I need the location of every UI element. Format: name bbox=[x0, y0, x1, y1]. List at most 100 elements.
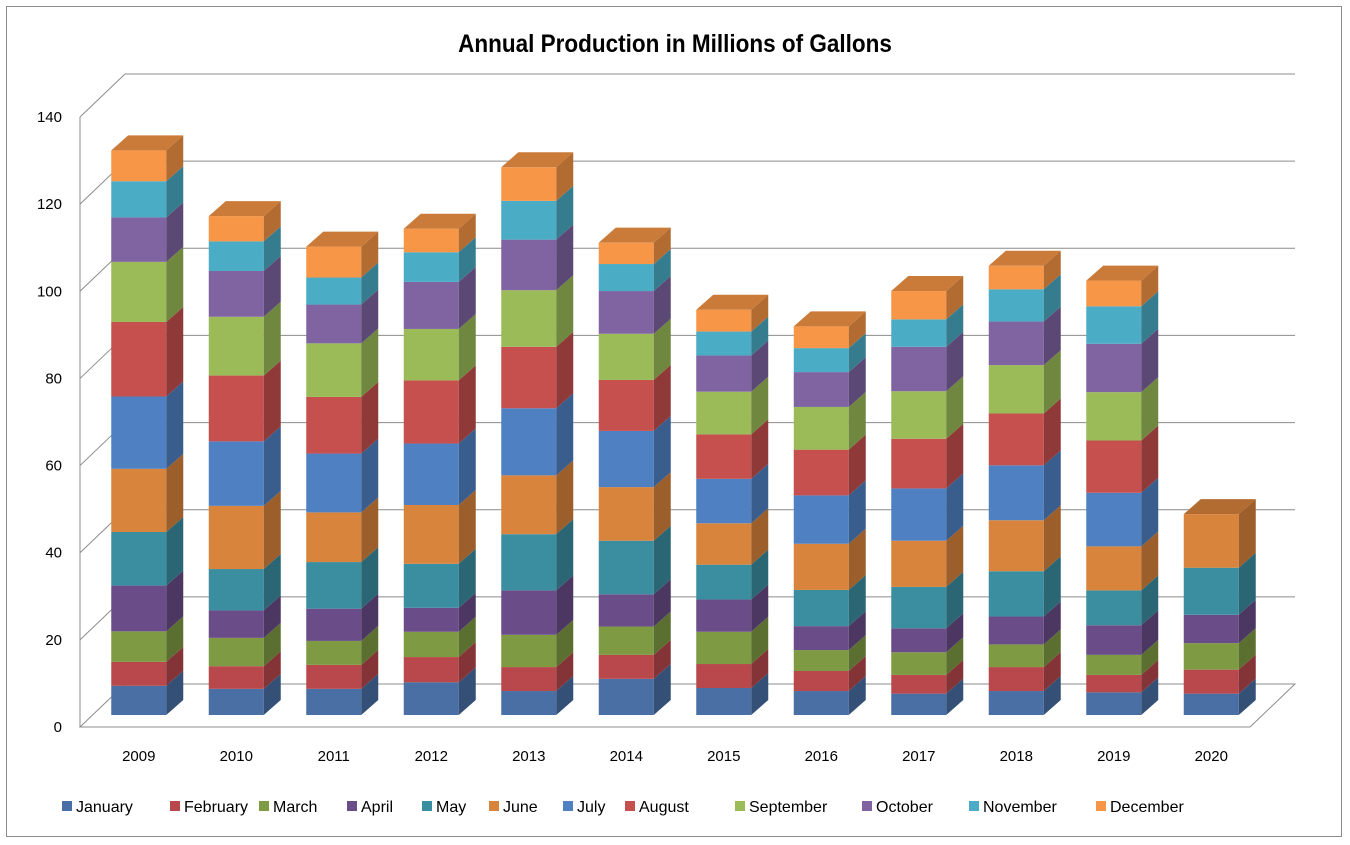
bar-front bbox=[501, 167, 557, 201]
bar-front bbox=[1183, 567, 1239, 615]
bar-segment-december bbox=[793, 311, 866, 349]
bar-front bbox=[793, 495, 849, 544]
bar-front bbox=[111, 631, 167, 662]
bar-side bbox=[848, 574, 866, 627]
y-tick-labels: 0 20 40 60 80 100 120 140 bbox=[37, 109, 62, 736]
bar-front bbox=[891, 291, 947, 320]
legend-item-october: October bbox=[862, 799, 934, 816]
bar-segment-may bbox=[891, 571, 964, 629]
bar-top bbox=[111, 135, 184, 151]
bar-segment-july bbox=[988, 450, 1061, 521]
bar-segment-october bbox=[696, 340, 769, 392]
bar-side bbox=[263, 490, 281, 570]
bar-front bbox=[1086, 440, 1142, 493]
bar-segment-february bbox=[111, 646, 184, 686]
bar-segment-january bbox=[306, 673, 379, 715]
bar-side bbox=[1141, 575, 1159, 626]
bar-front bbox=[111, 181, 167, 218]
bar-segment-march bbox=[696, 616, 769, 665]
bar-side bbox=[653, 472, 671, 541]
bar-front bbox=[501, 534, 557, 591]
bar-top bbox=[403, 213, 476, 229]
x-tick-label: 2017 bbox=[902, 748, 935, 765]
legend-label: March bbox=[273, 799, 317, 816]
bar-side bbox=[361, 625, 379, 665]
bar-side bbox=[1141, 610, 1159, 655]
legend-label: November bbox=[983, 799, 1057, 816]
bar-segment-september bbox=[696, 376, 769, 435]
bar-top bbox=[1086, 265, 1159, 281]
bar-side bbox=[848, 480, 866, 544]
bar-front bbox=[1086, 306, 1142, 344]
bar-segment-february bbox=[793, 655, 866, 692]
bars bbox=[111, 135, 1256, 715]
legend-swatch bbox=[170, 801, 180, 811]
bar-segment-january bbox=[891, 678, 964, 715]
bar-front bbox=[1086, 392, 1142, 441]
bar-side bbox=[653, 525, 671, 595]
bar-front bbox=[501, 408, 557, 476]
bar-front bbox=[891, 391, 947, 439]
bar-side bbox=[556, 185, 574, 240]
bar-segment-december bbox=[891, 276, 964, 320]
bar-segment-november bbox=[111, 166, 184, 218]
bar-side bbox=[1238, 628, 1256, 670]
bar-front bbox=[793, 650, 849, 671]
bar-segment-june bbox=[1183, 499, 1256, 568]
bar-side bbox=[263, 595, 281, 638]
bar-side bbox=[751, 316, 769, 356]
bar-front bbox=[111, 396, 167, 469]
bar-side bbox=[653, 318, 671, 380]
bar-side bbox=[1141, 531, 1159, 591]
bar-front bbox=[793, 543, 849, 590]
floor bbox=[78, 683, 1297, 728]
bar-front bbox=[208, 375, 264, 442]
bar-front bbox=[208, 688, 264, 715]
bar-front bbox=[598, 654, 654, 679]
bar-segment-february bbox=[988, 652, 1061, 692]
bar-segment-october bbox=[793, 357, 866, 407]
bar-segment-september bbox=[891, 376, 964, 439]
bar-segment-august bbox=[696, 419, 769, 479]
bar-segment-november bbox=[988, 274, 1061, 322]
bar-segment-november bbox=[696, 316, 769, 356]
bar-segment-july bbox=[501, 393, 574, 476]
bar-segment-may bbox=[598, 525, 671, 595]
bar-front bbox=[306, 246, 362, 278]
bar-front bbox=[696, 391, 752, 435]
bar-stack-2013 bbox=[501, 152, 574, 715]
bar-front bbox=[403, 563, 459, 608]
bar-side bbox=[751, 672, 769, 715]
bar-side bbox=[1043, 250, 1061, 290]
bar-front bbox=[891, 346, 947, 392]
bar-stack-2019 bbox=[1086, 265, 1159, 715]
bar-side bbox=[1141, 659, 1159, 693]
bar-front bbox=[793, 372, 849, 407]
bar-segment-july bbox=[1086, 477, 1159, 547]
bar-side bbox=[1141, 639, 1159, 675]
legend-swatch bbox=[62, 801, 72, 811]
legend-item-july: July bbox=[563, 799, 605, 816]
bar-front bbox=[696, 523, 752, 565]
bar-side bbox=[1238, 499, 1256, 568]
bar-side bbox=[458, 266, 476, 329]
bar-segment-april bbox=[208, 595, 281, 638]
bar-front bbox=[988, 321, 1044, 366]
legend-label: May bbox=[436, 799, 466, 816]
bar-front bbox=[306, 277, 362, 305]
legend-item-january: January bbox=[62, 799, 133, 816]
bar-side bbox=[361, 328, 379, 397]
bar-side bbox=[1238, 654, 1256, 694]
y-tick-label: 0 bbox=[54, 719, 62, 736]
bar-side bbox=[361, 289, 379, 344]
bar-segment-september bbox=[111, 246, 184, 322]
bar-front bbox=[403, 380, 459, 444]
bar-segment-december bbox=[306, 231, 379, 278]
bar-side bbox=[556, 224, 574, 291]
bar-segment-november bbox=[403, 237, 476, 282]
legend-item-may: May bbox=[422, 799, 466, 816]
bar-side bbox=[1238, 678, 1256, 715]
bar-side bbox=[458, 428, 476, 505]
bar-front bbox=[891, 438, 947, 489]
